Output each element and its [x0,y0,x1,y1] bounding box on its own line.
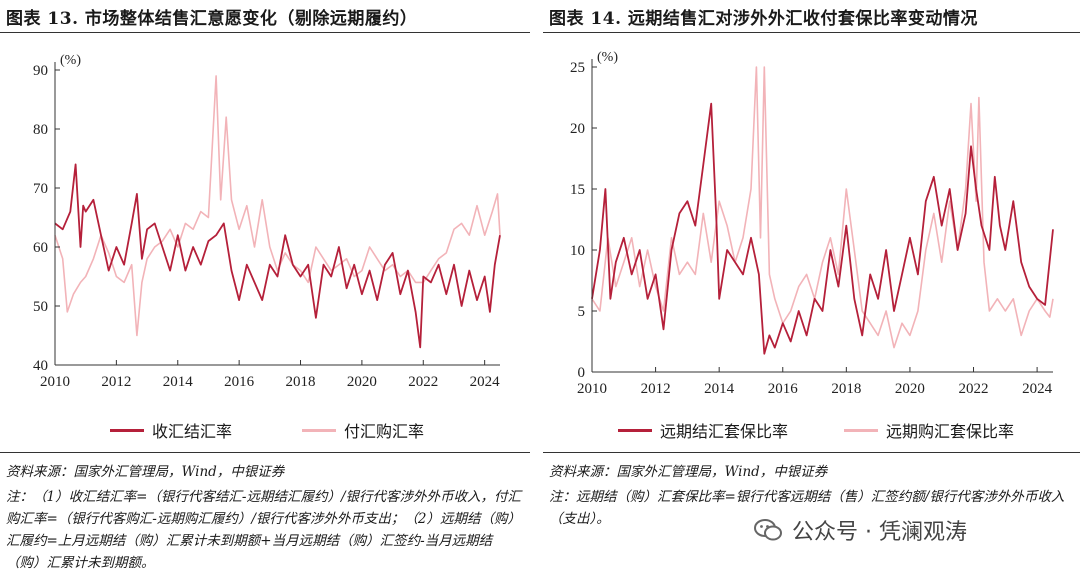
legend-item: 远期结汇套保比率 [618,418,788,442]
line-chart: 0 5 10 15 20 25 2010 2012 2014 2016 2018 2020 2022 20… [570,50,1054,397]
y-tick-label: 15 [570,182,585,198]
y-tick-label: 40 [33,358,48,374]
chart-panel-left: 图表 13. 市场整体结售汇意愿变化（剔除远期履约） 40 50 60 70 80 90 2… [0,0,530,576]
x-tick-label: 2022 [408,374,438,390]
x-tick-label: 2012 [641,381,671,397]
x-tick-label: 2010 [40,374,70,390]
legend-swatch [110,428,144,432]
source-note: 资料来源：国家外汇管理局，Wind，中银证券 [549,464,828,480]
legend-label: 收汇结汇率 [152,422,233,441]
watermark-text: 公众号 · 凭澜观涛 [792,520,967,545]
legend: 收汇结汇率 付汇购汇率 [110,418,424,442]
series-line [591,66,1054,349]
footnote: 注：远期结（购）汇套保比率=银行代客远期结（售）汇签约额/银行代客涉外外币收入（… [549,489,1065,527]
footnote: 注：（1）收汇结汇率=（银行代客结汇-远期结汇履约）/银行代客涉外外币收入，付汇… [6,489,522,571]
footer-divider [0,452,530,453]
x-tick-label: 2022 [959,381,989,397]
y-tick-label: 20 [570,121,585,137]
y-tick-label: 0 [578,365,586,381]
x-tick-label: 2020 [347,374,377,390]
source-note: 资料来源：国家外汇管理局，Wind，中银证券 [6,464,285,480]
x-tick-label: 2024 [1022,381,1053,397]
legend-item: 收汇结汇率 [110,418,232,442]
x-tick-label: 2024 [470,374,501,390]
y-tick-label: 25 [570,60,585,76]
legend-label: 远期结汇套保比率 [660,422,789,441]
chart-panel-right: 图表 14. 远期结售汇对涉外外汇收付套保比率变动情况 0 5 10 15 20 25 20… [543,0,1080,576]
footer-divider [543,452,1080,453]
y-tick-label: 80 [33,122,48,138]
x-tick-label: 2018 [831,381,861,397]
x-tick-label: 2014 [163,374,194,390]
x-tick-label: 2016 [768,381,799,397]
series-line [54,163,501,349]
chart-title: 图表 13. 市场整体结售汇意愿变化（剔除远期履约） [6,9,418,29]
watermark: 公众号 · 凭澜观涛 [754,514,967,546]
y-tick-label: 90 [33,63,48,79]
title-divider [543,32,1080,33]
series-line [54,75,501,337]
x-tick-label: 2012 [101,374,131,390]
y-tick-label: 50 [33,299,48,315]
y-tick-label: 60 [33,240,48,256]
x-tick-label: 2016 [224,374,255,390]
legend-label: 远期购汇套保比率 [886,422,1015,441]
line-chart: 40 50 60 70 80 90 2010 2012 2014 2016 2018 2020 2022… [33,53,501,390]
x-tick-label: 2014 [704,381,735,397]
legend-item: 远期购汇套保比率 [844,418,1014,442]
legend-label: 付汇购汇率 [344,422,425,441]
x-tick-label: 2010 [577,381,607,397]
chart-title: 图表 14. 远期结售汇对涉外外汇收付套保比率变动情况 [549,9,978,29]
y-tick-label: 10 [570,243,585,259]
x-tick-label: 2020 [895,381,925,397]
legend-swatch [302,428,337,432]
axis-unit-label: (%) [60,53,81,68]
x-tick-label: 2018 [286,374,316,390]
title-divider [0,32,530,33]
legend-item: 付汇购汇率 [302,418,424,442]
series-line [591,102,1054,355]
legend: 远期结汇套保比率 远期购汇套保比率 [618,418,1014,442]
legend-swatch [618,428,652,432]
legend-swatch [844,428,879,432]
axis-unit-label: (%) [597,50,618,65]
wechat-icon [754,519,782,541]
y-tick-label: 70 [33,181,48,197]
y-tick-label: 5 [578,304,586,320]
